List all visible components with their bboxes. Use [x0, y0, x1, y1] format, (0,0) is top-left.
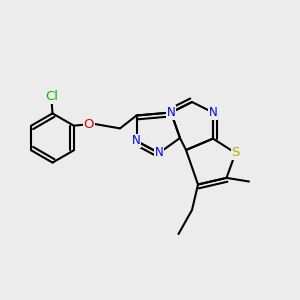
Text: Cl: Cl	[45, 90, 58, 104]
Text: N: N	[167, 106, 176, 119]
Text: N: N	[132, 134, 141, 148]
Text: N: N	[208, 106, 217, 119]
Text: S: S	[231, 146, 240, 160]
Text: N: N	[154, 146, 164, 160]
Text: O: O	[84, 118, 94, 131]
